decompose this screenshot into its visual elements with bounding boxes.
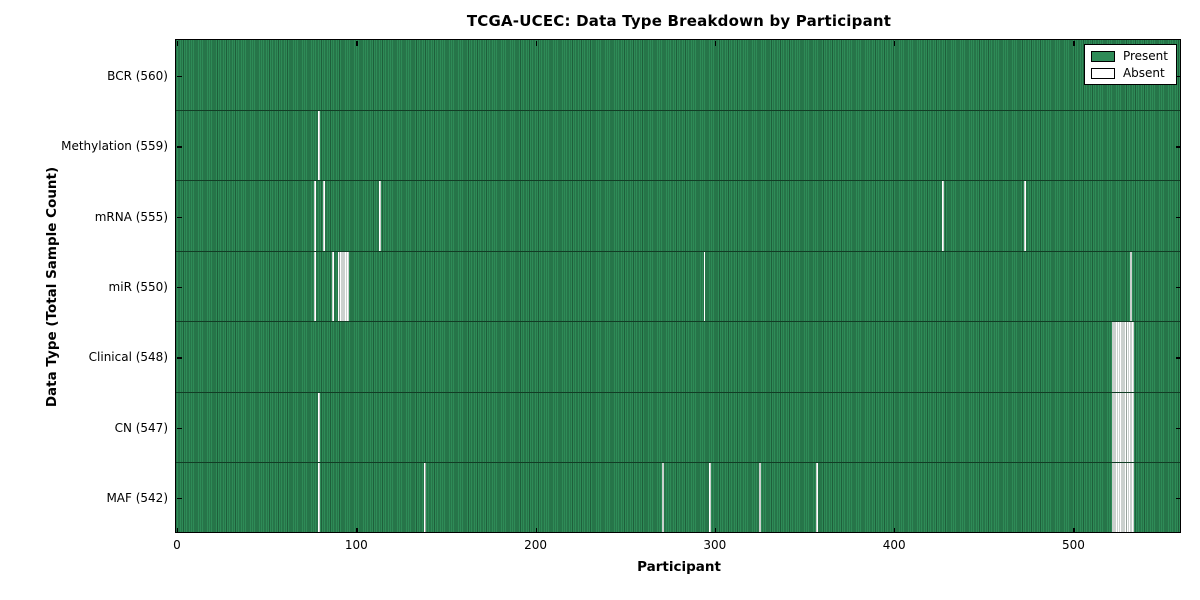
absent-gap	[318, 392, 320, 462]
y-tick-label-miR: miR (550)	[108, 280, 168, 294]
absent-gap	[941, 181, 944, 251]
absent-gap	[662, 462, 665, 533]
y-tick-label-BCR: BCR (560)	[107, 69, 168, 84]
legend: Present Absent	[1083, 44, 1177, 85]
legend-item-present: Present	[1090, 49, 1168, 63]
x-tick-label: 0	[173, 538, 181, 552]
absent-gap	[332, 251, 335, 322]
legend-swatch-present-icon	[1090, 50, 1115, 62]
absent-gap	[423, 462, 426, 533]
absent-gap	[759, 462, 761, 533]
absent-gap	[337, 251, 349, 322]
absent-gap	[323, 181, 326, 251]
row-BCR	[176, 40, 1181, 111]
legend-label-absent: Absent	[1122, 66, 1165, 80]
row-MAF	[176, 462, 1181, 533]
x-tick-label: 300	[703, 538, 727, 552]
absent-gap	[703, 251, 706, 322]
row-miR	[176, 251, 1181, 323]
row-CN	[176, 392, 1181, 463]
y-tick-label-MAF: MAF (542)	[106, 490, 168, 505]
y-tick-label-Clinical: Clinical (548)	[88, 350, 168, 365]
chart-title: TCGA-UCEC: Data Type Breakdown by Partic…	[466, 12, 892, 30]
row-Methylation	[176, 110, 1181, 182]
legend-item-absent: Absent	[1090, 66, 1168, 80]
x-tick-label: 200	[524, 538, 548, 552]
absent-gap	[1024, 181, 1027, 251]
absent-gap	[816, 462, 819, 533]
y-tick-label-CN: CN (547)	[114, 420, 168, 435]
absent-gap	[378, 181, 381, 251]
y-tick-label-Methylation: Methylation (559)	[61, 139, 168, 154]
legend-swatch-absent-icon	[1090, 67, 1115, 79]
absent-gap	[318, 462, 320, 533]
x-axis-label: Participant	[637, 559, 721, 575]
absent-gap	[708, 462, 711, 533]
x-tick-label: 400	[882, 538, 906, 552]
absent-gap	[1112, 322, 1134, 392]
absent-gap	[1112, 462, 1134, 533]
y-tick-label-mRNA: mRNA (555)	[94, 209, 168, 224]
legend-label-present: Present	[1122, 49, 1168, 63]
x-tick-label: 100	[344, 538, 368, 552]
absent-gap	[1112, 392, 1134, 462]
row-mRNA	[176, 181, 1181, 252]
row-Clinical	[176, 322, 1181, 393]
absent-gap	[314, 181, 317, 251]
absent-gap	[314, 251, 317, 322]
plot-area	[175, 39, 1182, 534]
absent-gap	[318, 110, 320, 181]
absent-gap	[1130, 251, 1132, 322]
x-tick-label: 500	[1061, 538, 1085, 552]
